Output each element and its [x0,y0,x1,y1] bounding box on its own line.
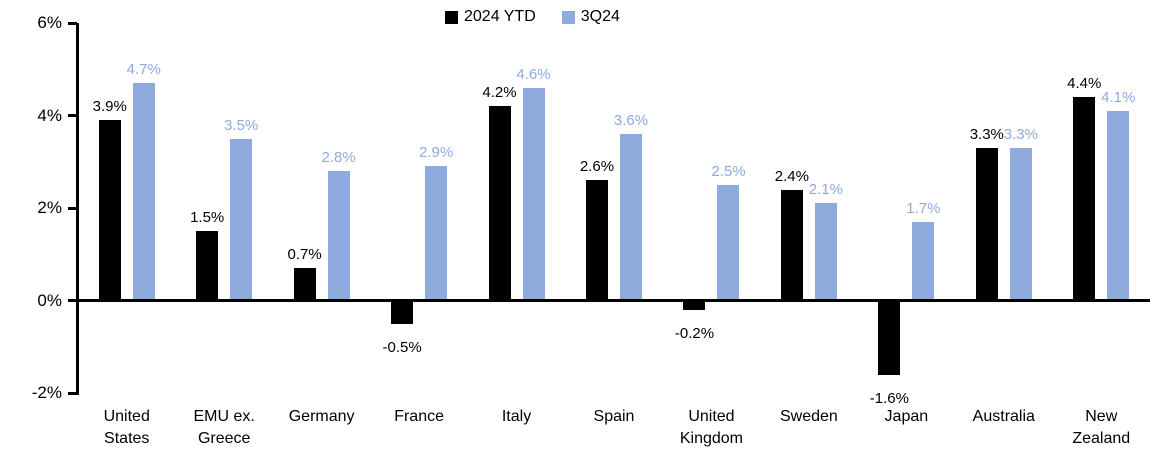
bar-3q24 [230,138,253,301]
bar-3q24 [132,83,155,301]
bar-value-label: -0.5% [382,338,422,356]
bar-3q24 [620,134,642,301]
bar-2024-ytd [488,106,511,301]
y-axis-tick [68,21,77,25]
bar-2024-ytd [1073,97,1096,301]
bar-value-label: 3.3% [1003,125,1038,143]
bar-2024-ytd [586,180,608,301]
legend-label-2024-ytd: 2024 YTD [464,8,536,25]
bar-2024-ytd [196,231,219,301]
y-axis-tick-label: -2% [31,383,62,402]
x-axis-category-label: Germany [288,408,355,425]
legend-label-3q24: 3Q24 [580,8,620,25]
bar-value-label: 1.7% [906,199,941,217]
y-axis-tick [68,206,77,210]
bar-value-label: 3.3% [969,125,1004,143]
x-axis-category-label: United Kingdom [679,408,744,447]
bar-value-label: 2.9% [418,144,454,162]
bar-2024-ytd [975,147,998,301]
bar-value-label: 2.5% [711,162,746,180]
bar-value-label: 2.1% [808,181,843,199]
x-axis-category-label: EMU ex. Greece [193,408,255,447]
x-axis-category-label: France [394,408,444,425]
bar-value-label: 4.2% [482,84,517,102]
legend: 2024 YTD 3Q24 [445,8,620,26]
bar-2024-ytd [683,300,706,310]
legend-swatch-3q24 [561,10,575,24]
bar-value-label: 4.1% [1101,88,1136,106]
bar-3q24 [327,171,350,301]
y-axis-line [76,23,79,395]
bar-value-label: 2.4% [774,167,809,185]
bar-value-label: 1.5% [190,209,225,227]
bar-2024-ytd [878,300,901,375]
bar-2024-ytd [98,120,121,301]
legend-item-3q24: 3Q24 [561,8,620,26]
x-axis-category-label: New Zealand [1072,408,1131,447]
bar-value-label: 4.4% [1067,75,1102,92]
bar-value-label: -1.6% [869,389,909,407]
bar-value-label: 4.7% [126,61,161,79]
bar-value-label: 3.6% [613,112,649,129]
x-axis-category-label: Japan [884,408,929,425]
bar-value-label: 3.5% [224,116,259,134]
bar-3q24 [1107,110,1130,301]
y-axis-tick-label: 4% [37,105,62,125]
bar-value-label: 2.6% [579,158,615,176]
bar-3q24 [1009,147,1032,301]
y-axis-tick [68,391,77,395]
y-axis-tick-label: 0% [37,290,62,310]
bar-2024-ytd [391,300,414,324]
y-axis-tick [68,299,77,302]
bar-2024-ytd [293,268,316,301]
x-axis-zero-line [76,299,1150,302]
bar-3q24 [814,203,837,301]
y-axis-tick-label: 2% [37,198,62,217]
x-axis-category-label: United States [103,408,150,447]
legend-item-2024-ytd: 2024 YTD [445,8,536,26]
bar-3q24 [425,166,448,301]
bar-value-label: 0.7% [287,246,322,264]
y-axis-tick [68,114,77,117]
x-axis-category-label: Italy [501,408,532,425]
bar-2024-ytd [780,189,803,301]
y-axis-tick-label: 6% [37,13,62,32]
x-axis-category-label: Sweden [779,408,838,425]
bar-value-label: 2.8% [321,149,356,166]
bar-3q24 [522,87,545,301]
bar-value-label: 4.6% [516,65,551,83]
legend-swatch-2024-ytd [445,10,458,24]
bar-3q24 [717,184,740,301]
x-axis-category-label: Australia [972,408,1035,425]
x-axis-category-label: Spain [593,408,635,425]
bar-value-label: 3.9% [92,98,127,116]
bar-value-label: -0.2% [674,324,715,342]
bar-3q24 [912,221,935,301]
